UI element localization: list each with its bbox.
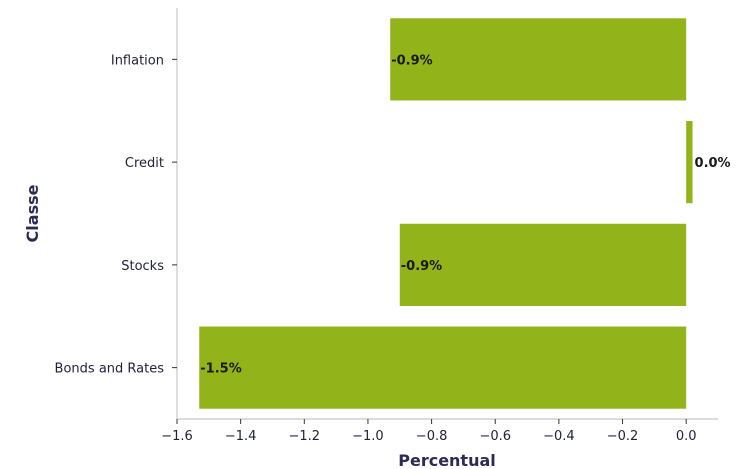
x-tick-label: −1.4	[225, 429, 257, 444]
x-ticks: −1.6 −1.4 −1.2 −1.0 −0.8 −0.6 −0.4 −0.2 0.0	[161, 419, 697, 444]
x-axis-title: Percentual	[398, 451, 496, 469]
bars	[199, 18, 693, 409]
x-tick-label: −0.4	[543, 429, 575, 444]
y-tick-label: Inflation	[111, 53, 164, 68]
x-tick-label: −1.6	[161, 429, 193, 444]
x-tick-label: −1.0	[352, 429, 384, 444]
y-tick-label: Stocks	[121, 259, 164, 274]
data-label: -0.9%	[391, 53, 432, 68]
bar-inflation	[390, 18, 687, 101]
y-ticks: Inflation Credit Stocks Bonds and Rates	[55, 53, 177, 377]
data-label: 0.0%	[695, 156, 731, 171]
bar-credit	[686, 121, 693, 204]
bar-bonds-and-rates	[199, 326, 687, 409]
y-axis-title: Classe	[23, 184, 42, 242]
bar-stocks	[399, 223, 687, 306]
data-label: -0.9%	[401, 259, 442, 274]
x-tick-label: 0.0	[676, 429, 697, 444]
x-tick-label: −1.2	[289, 429, 321, 444]
data-label: -1.5%	[200, 362, 241, 377]
x-tick-label: −0.2	[607, 429, 639, 444]
data-labels: -0.9% 0.0% -0.9% -1.5%	[200, 53, 730, 376]
y-tick-label: Bonds and Rates	[55, 362, 165, 377]
x-tick-label: −0.8	[416, 429, 448, 444]
axes	[176, 8, 718, 420]
y-tick-label: Credit	[125, 156, 164, 171]
x-tick-label: −0.6	[479, 429, 511, 444]
